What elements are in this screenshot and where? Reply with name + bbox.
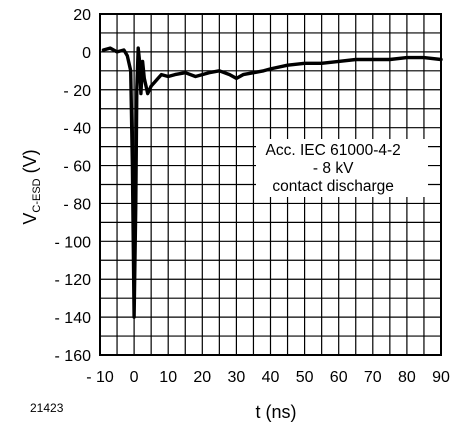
- x-tick-label: 10: [159, 369, 177, 386]
- x-tick-label: 0: [130, 369, 139, 386]
- annotation-line: - 8 kV: [313, 160, 354, 177]
- x-tick-label: 30: [228, 369, 246, 386]
- x-axis-title: t (ns): [255, 402, 296, 422]
- y-tick-label: - 160: [55, 348, 92, 365]
- x-tick-label: 20: [193, 369, 211, 386]
- x-tick-label: 70: [364, 369, 382, 386]
- x-tick-label: 80: [398, 369, 416, 386]
- x-tick-label: 90: [432, 369, 450, 386]
- y-axis-unit: (V): [20, 149, 40, 173]
- y-axis-symbol: V: [20, 213, 40, 225]
- y-tick-label: 0: [82, 45, 91, 62]
- y-tick-label: - 80: [63, 196, 91, 213]
- y-axis-subscript: C-ESD: [31, 178, 43, 212]
- annotation-line: contact discharge: [272, 178, 394, 195]
- x-tick-label: 60: [330, 369, 348, 386]
- y-tick-label: 20: [73, 7, 91, 24]
- y-tick-label: - 140: [55, 310, 92, 327]
- y-tick-label: - 120: [55, 272, 92, 289]
- x-tick-label: 50: [296, 369, 314, 386]
- plot-frame: [99, 13, 442, 356]
- y-axis-title: VC-ESD (V): [20, 149, 43, 224]
- series-trace: [101, 46, 443, 319]
- annotation-line: Acc. IEC 61000-4-2: [266, 142, 401, 159]
- x-tick-label: - 10: [86, 369, 114, 386]
- y-tick-label: - 60: [63, 159, 91, 176]
- x-tick-label: 40: [262, 369, 280, 386]
- x-tick-labels: - 10 0 10 20 30 40 50 60 70 80 90: [86, 369, 450, 386]
- annotation-box: [256, 139, 428, 197]
- y-tick-label: - 40: [63, 121, 91, 138]
- figure-id: 21423: [30, 401, 64, 415]
- y-tick-labels: 20 0 - 20 - 40 - 60 - 80 - 100 - 120 - 140 - 160: [55, 7, 92, 365]
- y-tick-label: - 100: [55, 234, 92, 251]
- y-tick-label: - 20: [63, 83, 91, 100]
- series-line: [101, 46, 443, 319]
